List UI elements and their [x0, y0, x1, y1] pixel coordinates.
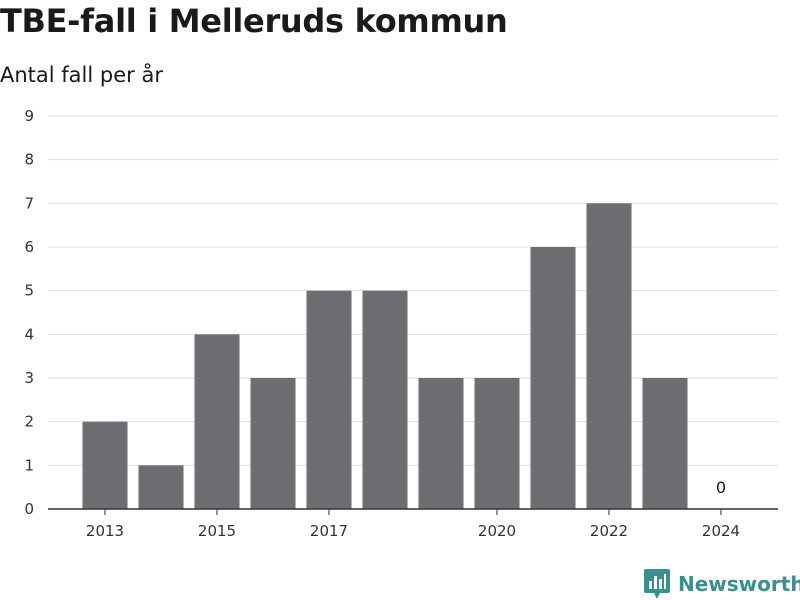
y-tick-label-1: 1 — [24, 456, 34, 474]
bar-2017 — [306, 290, 352, 509]
bar-2021 — [530, 247, 576, 509]
bar-2022 — [586, 203, 632, 510]
bar-2013 — [82, 421, 128, 509]
y-axis-ticks: 0 1 2 3 4 5 6 7 8 9 — [24, 107, 34, 518]
y-tick-label-4: 4 — [24, 325, 34, 343]
bar-chart-badge-icon — [644, 569, 670, 599]
bar-chart: 0 1 2 3 4 5 6 7 8 9 2013 2015 2017 2020 2022 2024 0 — [24, 107, 778, 540]
brand-name: Newsworthy — [678, 572, 800, 596]
data-label-2024: 0 — [716, 478, 726, 497]
y-tick-label-5: 5 — [24, 282, 34, 300]
bars — [82, 203, 688, 510]
data-labels: 0 — [716, 478, 726, 497]
x-tick-label-2022: 2022 — [590, 522, 628, 540]
bar-2018 — [362, 290, 408, 509]
bar-2023 — [642, 378, 688, 509]
x-tick-label-2013: 2013 — [86, 522, 124, 540]
grid-lines — [48, 115, 778, 466]
chart-subtitle: Antal fall per år — [0, 63, 163, 87]
x-axis-ticks: 2013 2015 2017 2020 2022 2024 — [86, 509, 740, 540]
newsworthy-logo: Newsworthy — [644, 569, 800, 599]
y-tick-label-2: 2 — [24, 413, 34, 431]
bar-2020 — [474, 378, 520, 509]
x-tick-label-2024: 2024 — [702, 522, 740, 540]
y-tick-label-3: 3 — [24, 369, 34, 387]
bar-2014 — [138, 465, 184, 509]
bar-2015 — [194, 334, 240, 509]
bar-2019 — [418, 378, 464, 509]
y-tick-label-0: 0 — [24, 500, 34, 518]
y-tick-label-9: 9 — [24, 107, 34, 125]
bar-2016 — [250, 378, 296, 509]
y-tick-label-8: 8 — [24, 151, 34, 169]
x-tick-label-2017: 2017 — [310, 522, 348, 540]
y-tick-label-7: 7 — [24, 194, 34, 212]
x-tick-label-2015: 2015 — [198, 522, 236, 540]
x-tick-label-2020: 2020 — [478, 522, 516, 540]
chart-title: TBE-fall i Melleruds kommun — [0, 2, 508, 40]
y-tick-label-6: 6 — [24, 238, 34, 256]
